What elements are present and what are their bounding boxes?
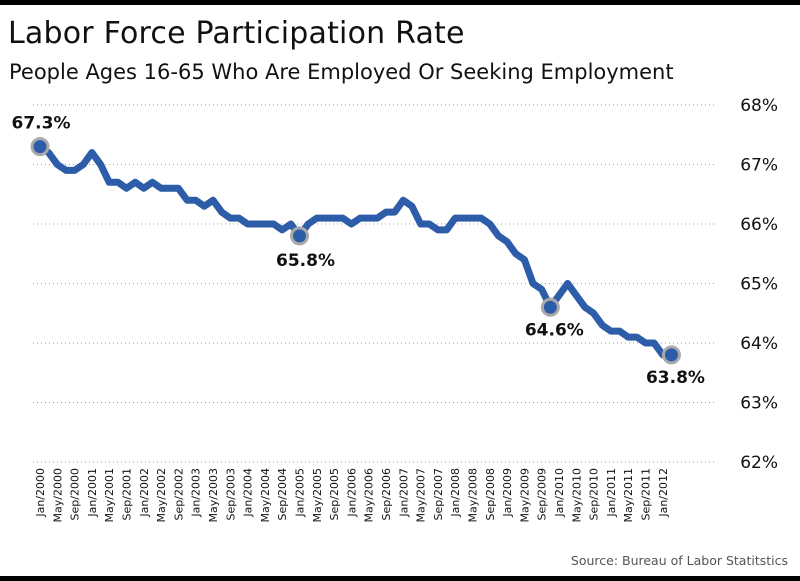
x-tick-label: May/2003 [207,468,220,522]
annotation-labels: 67.3% 65.8% 64.6% 63.8% [12,114,705,388]
y-axis-ticks: 68% 67% 66% 65% 64% 63% 62% [740,96,778,473]
x-tick-label: Jan/2000 [34,468,47,518]
x-tick-label: Sep/2000 [69,468,82,520]
x-tick-label: May/2007 [415,468,428,522]
annotation-marker [661,345,681,365]
source-note: Source: Bureau of Labor Statitstics [570,553,788,568]
x-tick-label: Jan/2009 [501,468,514,518]
x-tick-label: May/2008 [467,468,480,522]
series-group [36,143,675,359]
x-tick-label: Sep/2009 [536,468,549,520]
y-tick-label: 68% [740,96,778,116]
x-tick-label: Sep/2006 [380,468,393,520]
y-tick-label: 65% [740,275,778,295]
x-tick-label: Sep/2004 [276,468,289,520]
x-tick-label: Jan/2012 [657,468,670,518]
y-tick-label: 66% [740,215,778,235]
x-tick-label: Sep/2005 [328,468,341,520]
x-tick-label: Jan/2003 [190,468,203,518]
x-tick-label: Sep/2008 [484,468,497,520]
annotation-label: 67.3% [12,114,71,134]
x-tick-label: Sep/2010 [588,468,601,520]
chart-title: Labor Force Participation Rate [8,16,465,51]
annotation-label: 65.8% [276,251,335,271]
gridlines [33,104,715,463]
x-tick-label: Jan/2010 [553,468,566,518]
x-tick-label: Jan/2008 [449,468,462,518]
y-tick-label: 62% [740,453,778,473]
x-tick-label: May/2004 [259,468,272,522]
x-tick-label: Jan/2007 [397,468,410,518]
x-tick-label: Sep/2007 [432,468,445,520]
x-tick-label: Sep/2002 [172,468,185,520]
x-tick-label: Sep/2001 [121,468,134,520]
x-tick-label: Jan/2006 [345,468,358,518]
y-tick-label: 67% [740,156,778,176]
annotation-label: 64.6% [525,320,584,340]
annotation-marker [290,226,309,246]
chart-subtitle: People Ages 16-65 Who Are Employed Or Se… [9,60,674,84]
x-tick-label: Sep/2003 [224,468,237,520]
annotation-label: 63.8% [646,368,705,388]
x-tick-label: May/2011 [622,468,635,522]
x-tick-label: May/2001 [103,468,116,522]
y-tick-label: 64% [740,334,778,354]
x-tick-label: Jan/2002 [138,468,151,518]
x-tick-label: May/2006 [363,468,376,522]
x-axis-ticks: Jan/2000 May/2000 Sep/2000 Jan/2001 May/2001… [34,468,670,522]
x-tick-label: May/2005 [311,468,324,522]
x-tick-label: Jan/2004 [242,468,255,518]
x-tick-label: May/2002 [155,468,168,522]
annotation-markers [30,137,681,365]
x-tick-label: May/2009 [518,468,531,522]
x-tick-label: Sep/2011 [640,468,653,520]
annotation-marker [30,137,50,157]
x-tick-label: Jan/2001 [86,468,99,518]
x-tick-label: May/2000 [51,468,64,522]
y-tick-label: 63% [740,394,778,414]
x-tick-label: Jan/2005 [294,468,307,518]
annotation-marker [540,297,560,317]
series-line [36,143,675,359]
x-tick-label: May/2010 [570,468,583,522]
x-tick-label: Jan/2011 [605,468,618,518]
